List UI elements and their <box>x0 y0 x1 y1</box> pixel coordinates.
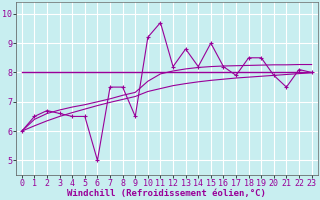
X-axis label: Windchill (Refroidissement éolien,°C): Windchill (Refroidissement éolien,°C) <box>67 189 266 198</box>
